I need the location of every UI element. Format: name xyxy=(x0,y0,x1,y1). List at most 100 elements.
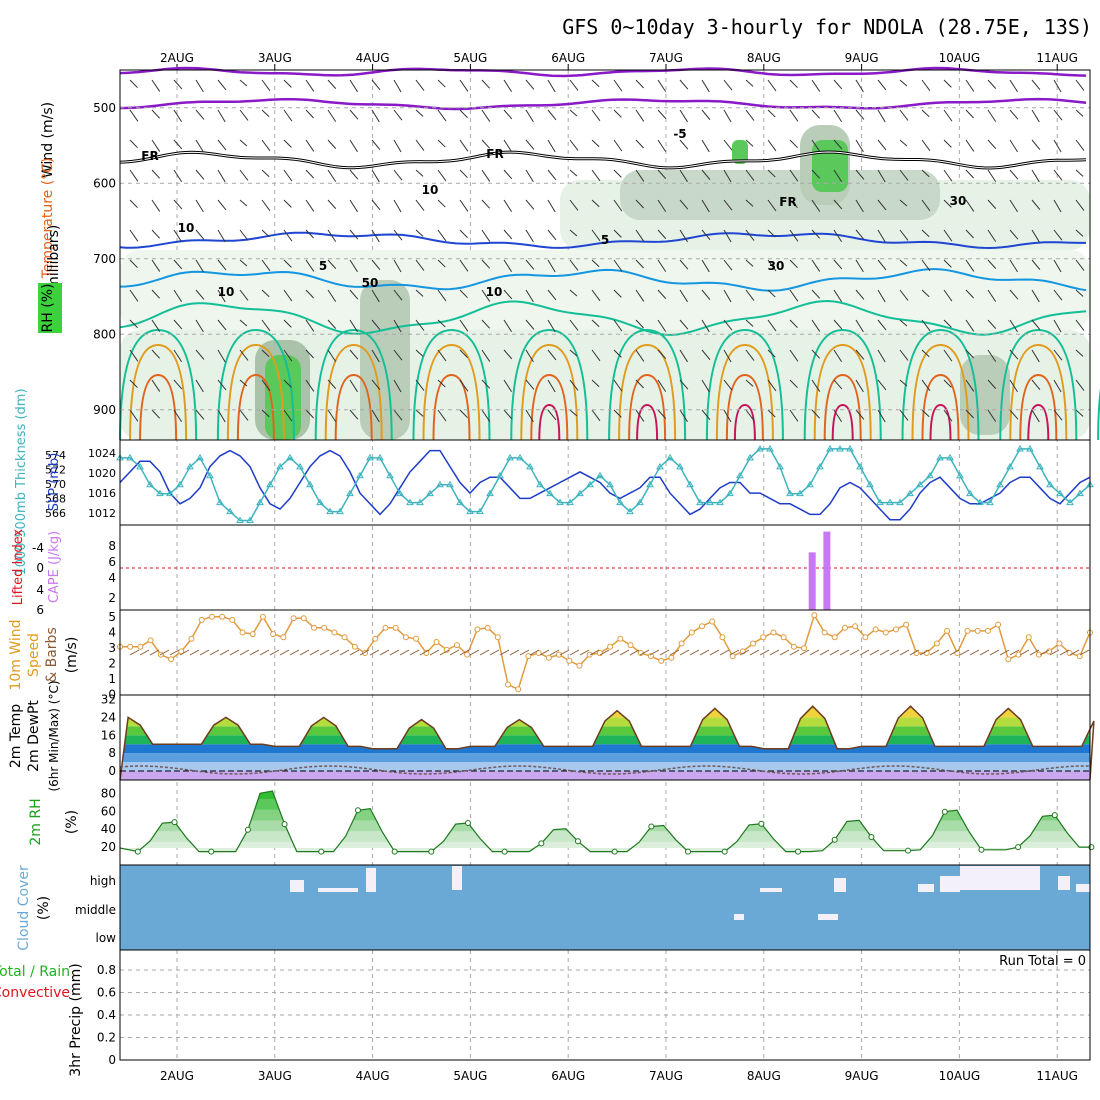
wind-barb xyxy=(1009,199,1018,213)
rh-point xyxy=(538,840,545,847)
wind-barb xyxy=(723,169,732,183)
thickness-point xyxy=(406,498,414,506)
rh-point xyxy=(464,819,471,826)
wind-speed-point xyxy=(944,627,951,634)
wind-speed-point xyxy=(852,623,859,630)
thickness-point xyxy=(386,471,394,479)
wind-barb xyxy=(503,199,513,213)
wind-barb xyxy=(327,409,337,422)
wind-barb xyxy=(415,169,424,177)
wind-barb xyxy=(679,349,688,363)
wind-barb xyxy=(921,289,930,298)
wind-barb xyxy=(899,109,909,121)
wind-barb xyxy=(569,379,579,391)
wind-barb xyxy=(195,409,205,420)
thickness-point xyxy=(296,462,304,470)
wind-barb xyxy=(855,139,864,153)
thickness-point xyxy=(706,498,714,506)
wind-barb xyxy=(679,199,689,210)
thickness-point xyxy=(176,480,184,488)
rh-panel-labels: 2m RH (%) xyxy=(28,798,80,845)
wind-barb xyxy=(503,379,513,393)
surface-wind-barb xyxy=(1029,649,1040,656)
wind-barb xyxy=(613,379,623,392)
wind-barb xyxy=(217,229,226,243)
thickness-point xyxy=(196,453,204,461)
wind-barb xyxy=(173,409,183,423)
surface-wind-barb xyxy=(859,649,870,656)
wind-barb xyxy=(767,379,777,392)
wind-barb xyxy=(547,319,556,333)
wind-barb xyxy=(943,79,952,88)
wind-barb xyxy=(349,319,358,333)
thickness-point xyxy=(906,489,914,497)
wind-barb xyxy=(943,229,953,242)
rh-point xyxy=(685,848,692,855)
wind-barb xyxy=(745,169,755,181)
surface-wind-barb xyxy=(699,649,710,656)
wind-barb xyxy=(195,79,204,93)
wind-barb xyxy=(613,289,622,298)
surface-wind-barb xyxy=(199,649,210,656)
wind-speed-point xyxy=(382,624,389,631)
cloud-clear-gap xyxy=(452,866,462,890)
cloud-clear-gap xyxy=(734,914,744,920)
temp-contour-30-arch xyxy=(1027,403,1050,441)
wind-barb xyxy=(371,109,380,123)
wind-barb xyxy=(459,199,469,212)
wind-barb xyxy=(833,259,843,270)
wind-barb xyxy=(217,409,226,423)
wind-barb xyxy=(745,109,755,121)
wind-tick-label: 5 xyxy=(108,610,116,624)
wind-barb xyxy=(569,139,579,151)
wind-barb xyxy=(1031,259,1041,271)
surface-wind-barb xyxy=(329,649,340,656)
top-date-label: 4AUG xyxy=(356,51,390,65)
temp-contour-25-arch xyxy=(921,373,960,441)
wind-barb xyxy=(635,319,644,329)
wind-barb xyxy=(129,139,138,149)
wind-barb xyxy=(899,169,909,181)
wind-barb xyxy=(547,409,557,421)
surface-wind-barb xyxy=(319,649,330,656)
slp-tick-label: 1016 xyxy=(88,487,116,500)
wind-speed-point xyxy=(709,618,716,625)
wind-barb xyxy=(965,259,975,272)
wind-barb xyxy=(811,229,821,239)
freezing-level-contour-core xyxy=(119,151,1087,169)
wind-barb xyxy=(525,109,534,123)
wind-barb xyxy=(789,139,798,149)
thickness-point xyxy=(806,480,814,488)
wind-speed-point xyxy=(862,634,869,641)
contour-label: 10 xyxy=(486,285,503,299)
wind-barb xyxy=(789,79,798,89)
thickness-point xyxy=(136,462,144,470)
wind-barb xyxy=(525,319,535,330)
surface-wind-barb xyxy=(539,649,550,656)
wind-barb xyxy=(459,229,468,239)
wind-barb xyxy=(1009,79,1018,93)
wind-barb xyxy=(393,229,403,241)
surface-wind-barb xyxy=(289,649,300,656)
rh-shading xyxy=(960,355,1010,435)
wind-speed-point xyxy=(372,635,379,642)
wind-barb xyxy=(987,379,997,389)
wind-barb xyxy=(173,289,183,303)
cloud-clear-gap xyxy=(1058,876,1070,890)
temp-contour-15-arch xyxy=(216,328,295,441)
thickness-point xyxy=(356,471,364,479)
wind-barb xyxy=(327,169,337,182)
cloud-clear-gap xyxy=(918,884,934,892)
wind-barb xyxy=(833,139,843,150)
thickness-point xyxy=(316,498,324,506)
surface-wind-barb xyxy=(719,649,730,656)
wind-barb xyxy=(481,139,491,149)
rh-point xyxy=(611,848,618,855)
temp-contour-25-arch xyxy=(823,373,862,441)
top-date-label: 11AUG xyxy=(1036,51,1078,65)
wind-barb xyxy=(745,349,755,361)
wind-barb xyxy=(921,349,930,358)
wind-speed-point xyxy=(750,640,757,647)
wind-barb xyxy=(129,109,139,122)
surface-wind-barb xyxy=(839,649,850,656)
